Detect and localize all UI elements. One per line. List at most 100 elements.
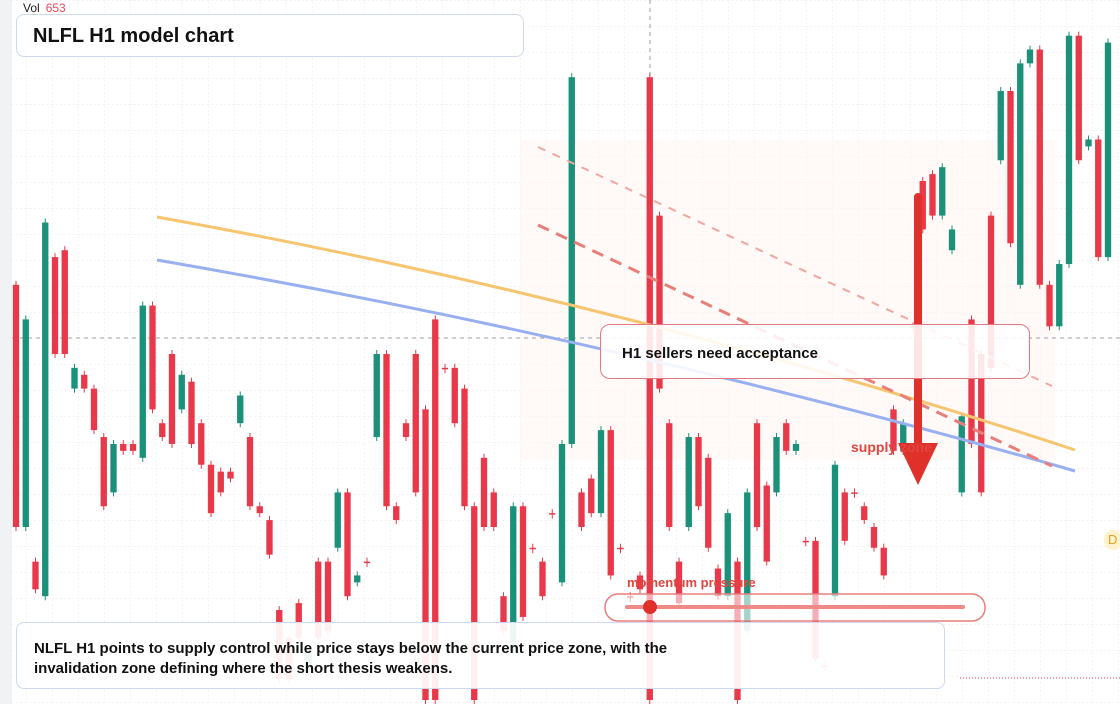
candle-body: [646, 77, 653, 700]
candle-body: [1036, 49, 1043, 285]
candle-body: [783, 423, 790, 451]
candle-body: [714, 568, 722, 597]
candle-body: [90, 388, 98, 431]
candle-body: [81, 374, 88, 389]
momentum-label: momentum pressure: [627, 575, 756, 590]
candle-body: [685, 437, 692, 527]
candle-body: [441, 367, 449, 370]
candle-body: [432, 319, 439, 700]
chart-title-box: NLFL H1 model chart: [16, 14, 524, 57]
candle-body: [724, 513, 731, 597]
candle-body: [529, 547, 536, 550]
volume-readout: Vol 653: [23, 1, 66, 15]
candle-body: [373, 354, 380, 438]
summary-box: NLFL H1 points to supply control while p…: [16, 622, 945, 689]
candle-body: [354, 575, 361, 583]
candle-body: [1085, 139, 1092, 147]
candle-body: [929, 174, 936, 216]
candle-body: [568, 77, 575, 444]
candle-body: [256, 506, 263, 514]
candle-body: [383, 354, 390, 507]
candle-body: [480, 457, 488, 527]
candle-body: [490, 492, 497, 527]
candles-layer: [12, 31, 1112, 704]
candle-body: [393, 506, 400, 521]
candle-body: [51, 257, 59, 354]
candle-body: [773, 437, 780, 493]
candle-body: [295, 603, 302, 638]
left-gutter: [0, 0, 12, 704]
summary-text: NLFL H1 points to supply control while p…: [34, 640, 668, 677]
candle-body: [461, 388, 468, 507]
candle-body: [578, 492, 585, 527]
candle-body: [1065, 35, 1073, 265]
candle-body: [519, 506, 527, 617]
candle-body: [227, 471, 234, 479]
candle-body: [198, 423, 205, 465]
volume-label: Vol: [23, 1, 40, 15]
candle-body: [510, 506, 517, 652]
candle-body: [22, 319, 29, 527]
candle-body: [217, 471, 224, 493]
candle-body: [753, 423, 761, 527]
candle-body: [139, 305, 146, 458]
candle-body: [100, 437, 107, 507]
edge-tag: D: [1104, 530, 1120, 550]
candle-body: [334, 492, 341, 548]
candle-body: [110, 443, 117, 493]
candle-body: [1007, 91, 1014, 244]
candle-body: [948, 229, 956, 251]
candle-body: [471, 506, 478, 700]
candle-body: [1095, 139, 1102, 258]
candle-body: [159, 423, 166, 438]
ema-fast-line: [156, 215, 1076, 452]
candle-body: [656, 215, 663, 389]
candle-body: [237, 395, 244, 424]
annotation-callout: H1 sellers need acceptance: [600, 324, 1030, 379]
candle-body: [412, 354, 419, 493]
candle-body: [890, 409, 897, 451]
candle-body: [120, 443, 127, 451]
candle-body: [939, 167, 946, 216]
candle-body: [987, 215, 995, 368]
candle-body: [344, 492, 351, 597]
volume-value: 653: [45, 1, 66, 15]
candle-body: [207, 464, 215, 514]
candle-body: [607, 430, 614, 576]
candle-body: [870, 527, 878, 548]
candle-body: [402, 423, 410, 438]
candle-body: [42, 222, 49, 597]
candle-body: [324, 561, 332, 631]
candle-body: [61, 250, 68, 354]
candle-body: [1075, 35, 1082, 161]
candle-body: [666, 423, 673, 527]
candle-body: [1104, 42, 1112, 258]
candle-body: [149, 305, 156, 410]
candle-body: [558, 443, 566, 583]
candle-body: [168, 354, 176, 444]
candle-body: [851, 492, 858, 494]
candle-body: [1026, 49, 1034, 64]
candle-body: [549, 513, 556, 515]
candle-body: [500, 596, 507, 631]
candle-body: [675, 561, 683, 604]
candle-body: [919, 181, 926, 230]
candle-body: [539, 561, 546, 597]
candle-body: [763, 485, 770, 562]
candle-body: [617, 547, 624, 550]
candle-body: [597, 430, 605, 514]
annotation-text: H1 sellers need acceptance: [622, 345, 818, 362]
candle-body: [636, 575, 644, 590]
candle-body: [12, 284, 20, 527]
candle-body: [997, 91, 1004, 161]
candle-body: [315, 561, 322, 638]
candle-body: [1056, 264, 1063, 327]
candle-body: [861, 506, 868, 521]
candle-body: [266, 520, 273, 555]
candle-body: [246, 437, 254, 507]
candle-body: [71, 367, 78, 389]
candle-body: [188, 381, 195, 444]
candle-body: [1017, 63, 1024, 285]
candle-body: [831, 464, 839, 597]
